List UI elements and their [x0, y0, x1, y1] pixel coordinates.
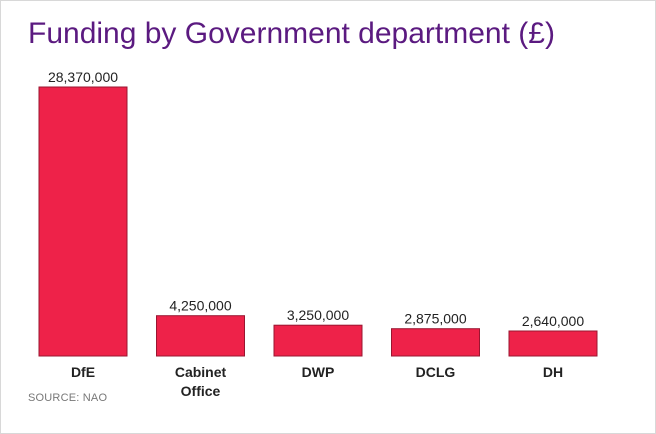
value-label-2: 3,250,000	[287, 307, 349, 323]
category-label-line: Office	[181, 383, 221, 399]
bar-2	[273, 324, 363, 357]
source-prefix: SOURCE:	[28, 392, 83, 404]
category-label-line: Cabinet	[175, 364, 227, 380]
category-label-line: DH	[543, 364, 563, 380]
value-label-1: 4,250,000	[169, 298, 231, 314]
bar-1	[156, 315, 245, 357]
category-label-3: DCLG	[416, 364, 456, 380]
category-label-line: DfE	[71, 364, 95, 380]
bar-0	[38, 86, 128, 357]
category-label-0: DfE	[71, 364, 95, 380]
bar-4	[508, 330, 598, 357]
category-label-1: Cabinet Office	[175, 364, 227, 399]
category-label-2: DWP	[302, 364, 335, 380]
chart-title: Funding by Government department (£)	[28, 17, 555, 50]
category-label-4: DH	[543, 364, 563, 380]
value-label-0: 28,370,000	[48, 69, 118, 85]
category-label-line: DCLG	[416, 364, 456, 380]
source-name: NAO	[82, 392, 108, 404]
value-label-4: 2,640,000	[522, 313, 584, 329]
value-label-3: 2,875,000	[404, 311, 466, 327]
category-label-line: DWP	[302, 364, 335, 380]
bar-3	[391, 328, 480, 357]
source-note: SOURCE: NAO	[28, 392, 107, 404]
